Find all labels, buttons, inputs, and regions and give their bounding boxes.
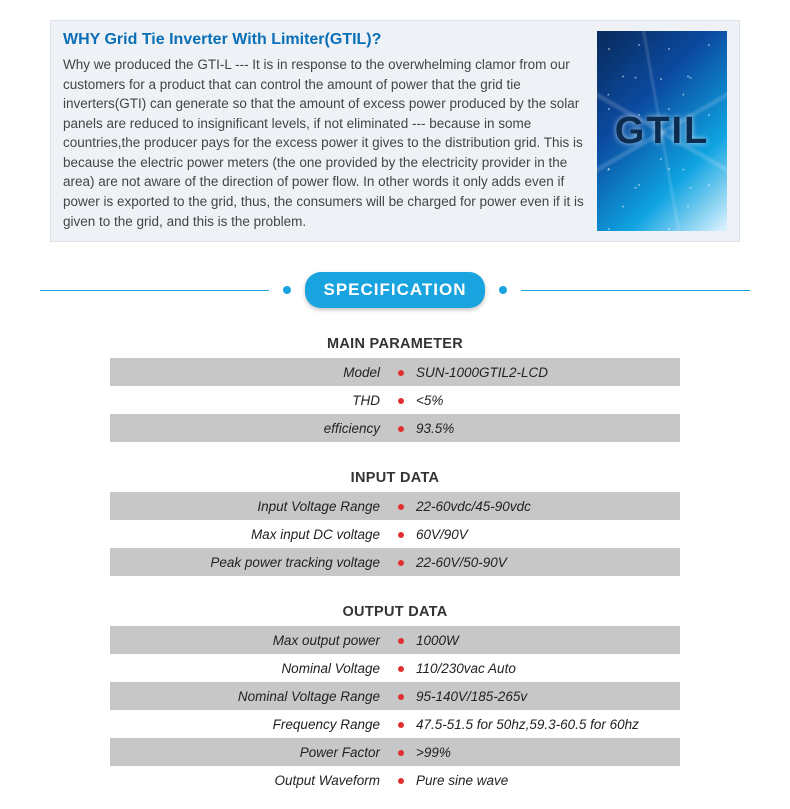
spec-label: Frequency Range bbox=[110, 710, 390, 738]
spec-value: 1000W bbox=[412, 626, 680, 654]
spec-value: Pure sine wave bbox=[412, 766, 680, 794]
divider-line bbox=[521, 290, 750, 291]
bullet-icon bbox=[398, 722, 404, 728]
spec-table: Max output power 1000W Nominal Voltage 110/… bbox=[110, 626, 680, 794]
spec-value: 60V/90V bbox=[412, 520, 680, 548]
spec-label: Power Factor bbox=[110, 738, 390, 766]
bullet-cell bbox=[390, 386, 412, 414]
spec-table: Input Voltage Range22-60vdc/45-90vdcMax … bbox=[110, 492, 680, 576]
table-row: Output Waveform Pure sine wave bbox=[110, 766, 680, 794]
bullet-cell bbox=[390, 654, 412, 682]
spec-value: 22-60vdc/45-90vdc bbox=[412, 492, 680, 520]
bullet-cell bbox=[390, 682, 412, 710]
divider-dot-icon bbox=[283, 286, 291, 294]
intro-text-block: WHY Grid Tie Inverter With Limiter(GTIL)… bbox=[63, 31, 597, 231]
spec-label: Nominal Voltage Range bbox=[110, 682, 390, 710]
spec-value: 47.5-51.5 for 50hz,59.3-60.5 for 60hz bbox=[412, 710, 680, 738]
bullet-cell bbox=[390, 548, 412, 576]
spec-label: Input Voltage Range bbox=[110, 492, 390, 520]
bullet-cell bbox=[390, 520, 412, 548]
table-row: THD <5% bbox=[110, 386, 680, 414]
spec-value: 93.5% bbox=[412, 414, 680, 442]
table-row: Model SUN-1000GTIL2-LCD bbox=[110, 358, 680, 386]
bullet-cell bbox=[390, 492, 412, 520]
bullet-icon bbox=[398, 778, 404, 784]
bullet-icon bbox=[398, 666, 404, 672]
bullet-icon bbox=[398, 750, 404, 756]
table-row: Max output power 1000W bbox=[110, 626, 680, 654]
spec-value: <5% bbox=[412, 386, 680, 414]
table-row: Power Factor >99% bbox=[110, 738, 680, 766]
gtil-image-label: GTIL bbox=[615, 110, 710, 153]
bullet-cell bbox=[390, 710, 412, 738]
bullet-icon bbox=[398, 504, 404, 510]
bullet-icon bbox=[398, 638, 404, 644]
bullet-icon bbox=[398, 694, 404, 700]
table-row: Input Voltage Range 22-60vdc/45-90vdc bbox=[110, 492, 680, 520]
bullet-cell bbox=[390, 358, 412, 386]
bullet-cell bbox=[390, 626, 412, 654]
bullet-cell bbox=[390, 738, 412, 766]
spec-value: 95-140V/185-265v bbox=[412, 682, 680, 710]
spec-value: >99% bbox=[412, 738, 680, 766]
table-row: efficiency 93.5% bbox=[110, 414, 680, 442]
intro-body: Why we produced the GTI-L --- It is in r… bbox=[63, 55, 587, 231]
divider-line bbox=[40, 290, 269, 291]
divider-dot-icon bbox=[499, 286, 507, 294]
spec-label: efficiency bbox=[110, 414, 390, 442]
bullet-icon bbox=[398, 370, 404, 376]
bullet-icon bbox=[398, 426, 404, 432]
gtil-image: GTIL bbox=[597, 31, 727, 231]
spec-pill: SPECIFICATION bbox=[305, 272, 484, 308]
spec-header: SPECIFICATION bbox=[0, 272, 790, 308]
table-row: Max input DC voltage 60V/90V bbox=[110, 520, 680, 548]
section-title: OUTPUT DATA bbox=[0, 604, 790, 620]
spec-value: SUN-1000GTIL2-LCD bbox=[412, 358, 680, 386]
spec-label: Nominal Voltage bbox=[110, 654, 390, 682]
table-row: Peak power tracking voltage 22-60V/50-90V bbox=[110, 548, 680, 576]
spec-value: 22-60V/50-90V bbox=[412, 548, 680, 576]
spec-label: Output Waveform bbox=[110, 766, 390, 794]
spec-label: Model bbox=[110, 358, 390, 386]
bullet-icon bbox=[398, 560, 404, 566]
table-row: Nominal Voltage 110/230vac Auto bbox=[110, 654, 680, 682]
spec-table: Model SUN-1000GTIL2-LCD THD <5% efficiency 93… bbox=[110, 358, 680, 442]
table-row: Nominal Voltage Range 95-140V/185-265v bbox=[110, 682, 680, 710]
spec-label: Max output power bbox=[110, 626, 390, 654]
bullet-icon bbox=[398, 398, 404, 404]
spec-value: 110/230vac Auto bbox=[412, 654, 680, 682]
intro-title: WHY Grid Tie Inverter With Limiter(GTIL)… bbox=[63, 31, 587, 49]
spec-label: Max input DC voltage bbox=[110, 520, 390, 548]
spec-label: Peak power tracking voltage bbox=[110, 548, 390, 576]
bullet-icon bbox=[398, 532, 404, 538]
intro-panel: WHY Grid Tie Inverter With Limiter(GTIL)… bbox=[50, 20, 740, 242]
spec-label: THD bbox=[110, 386, 390, 414]
section-title: INPUT DATA bbox=[0, 470, 790, 486]
bullet-cell bbox=[390, 414, 412, 442]
section-title: MAIN PARAMETER bbox=[0, 336, 790, 352]
bullet-cell bbox=[390, 766, 412, 794]
table-row: Frequency Range 47.5-51.5 for 50hz,59.3-6… bbox=[110, 710, 680, 738]
